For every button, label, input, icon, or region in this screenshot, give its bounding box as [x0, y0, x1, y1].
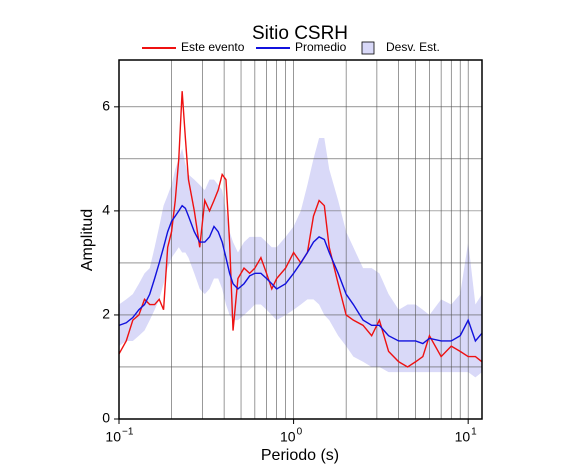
std-band: [119, 138, 482, 378]
series-line: [118, 204, 483, 345]
x-tick-exponent: −1: [122, 427, 134, 438]
x-tick-label: 10: [455, 429, 471, 445]
y-tick-label: 6: [102, 98, 110, 114]
series-line: [118, 91, 483, 368]
x-tick-exponent: 0: [297, 427, 303, 438]
x-tick-exponent: 1: [471, 427, 477, 438]
legend-swatch: [361, 41, 375, 55]
legend-label: Desv. Est.: [386, 40, 440, 54]
chart-title: Sitio CSRH: [252, 23, 348, 44]
legend-label: Promedio: [295, 40, 347, 54]
y-tick-label: 2: [102, 306, 110, 322]
plot-frame: [118, 59, 483, 420]
x-tick-label: 10: [105, 429, 121, 445]
x-tick-label: 10: [280, 429, 296, 445]
y-axis-label: Amplitud: [79, 209, 96, 271]
legend-label: Este evento: [181, 40, 245, 54]
y-tick-label: 0: [102, 410, 110, 426]
x-axis-label: Periodo (s): [261, 447, 339, 464]
y-tick-label: 4: [102, 202, 110, 218]
